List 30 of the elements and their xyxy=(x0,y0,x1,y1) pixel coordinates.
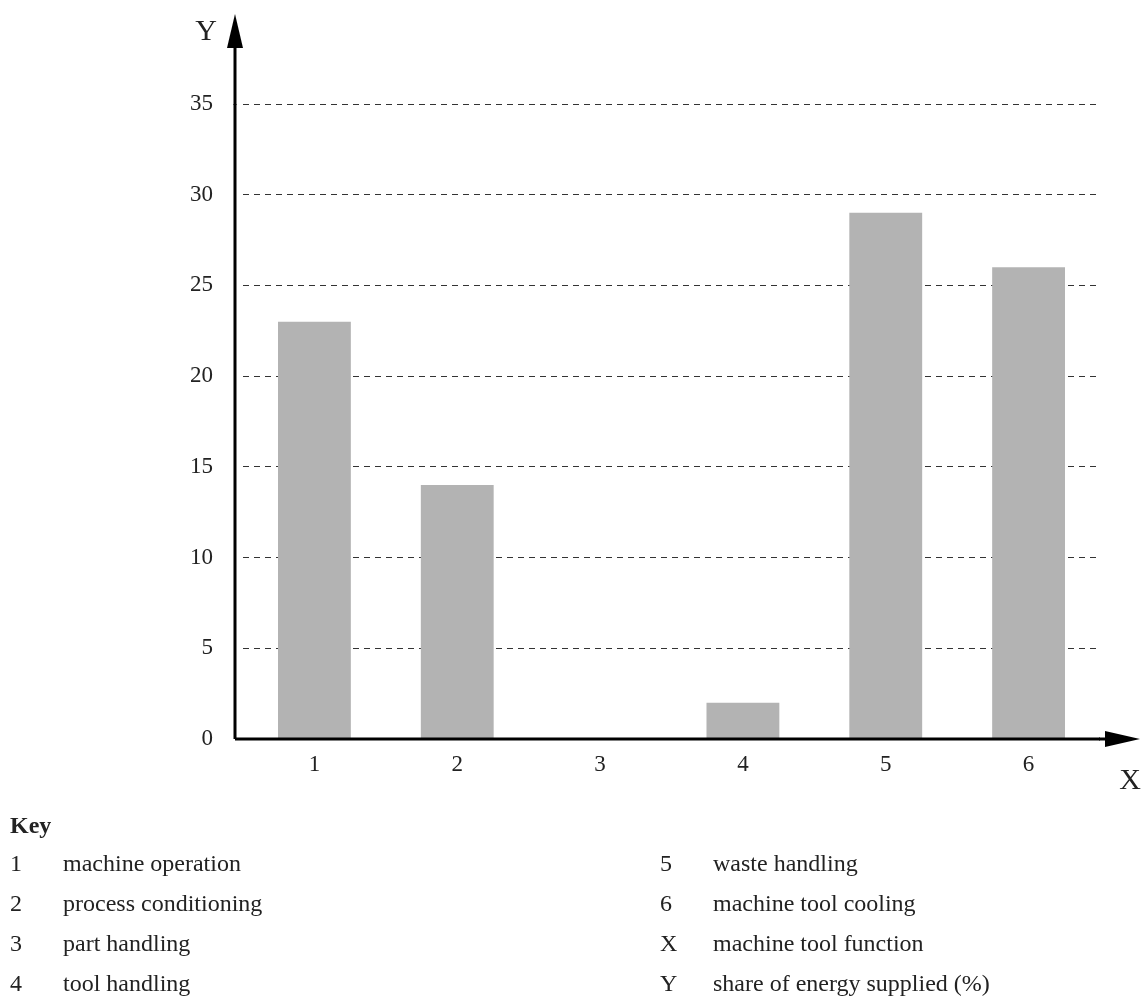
bar xyxy=(277,321,351,739)
text: 6 machine tool cooling xyxy=(660,890,916,916)
x-tick-label: 2 xyxy=(451,750,463,776)
y-tick-label: 25 xyxy=(190,271,213,297)
bar xyxy=(420,485,494,739)
bar xyxy=(849,212,923,739)
y-tick-label: 15 xyxy=(190,452,213,478)
text: 2 process conditioning xyxy=(10,890,263,916)
text: 1 machine operation xyxy=(10,850,241,876)
y-axis-title: Y xyxy=(195,12,217,46)
text: X machine tool function xyxy=(660,930,924,956)
x-tick-label: 1 xyxy=(308,750,321,776)
text: 3 part handling xyxy=(10,930,191,956)
y-tick-label: 5 xyxy=(201,634,213,660)
y-tick-label: 10 xyxy=(190,543,213,569)
y-tick-label: 35 xyxy=(190,90,213,116)
y-tick-label: 0 xyxy=(201,725,213,751)
x-tick-label: 5 xyxy=(880,750,892,776)
text: Key xyxy=(10,812,53,840)
x-tick-label: 3 xyxy=(594,750,606,776)
x-tick-label: 4 xyxy=(737,750,750,776)
text: 5 waste handling xyxy=(660,850,858,876)
y-tick-label: 20 xyxy=(190,362,213,388)
y-tick-label: 30 xyxy=(190,180,213,206)
bar xyxy=(992,267,1066,739)
text: Y share of energy supplied (%) xyxy=(660,970,990,996)
bar xyxy=(706,702,780,739)
text: 4 tool handling xyxy=(10,970,191,996)
x-tick-label: 6 xyxy=(1022,750,1035,776)
x-axis-title: X xyxy=(1119,761,1142,795)
